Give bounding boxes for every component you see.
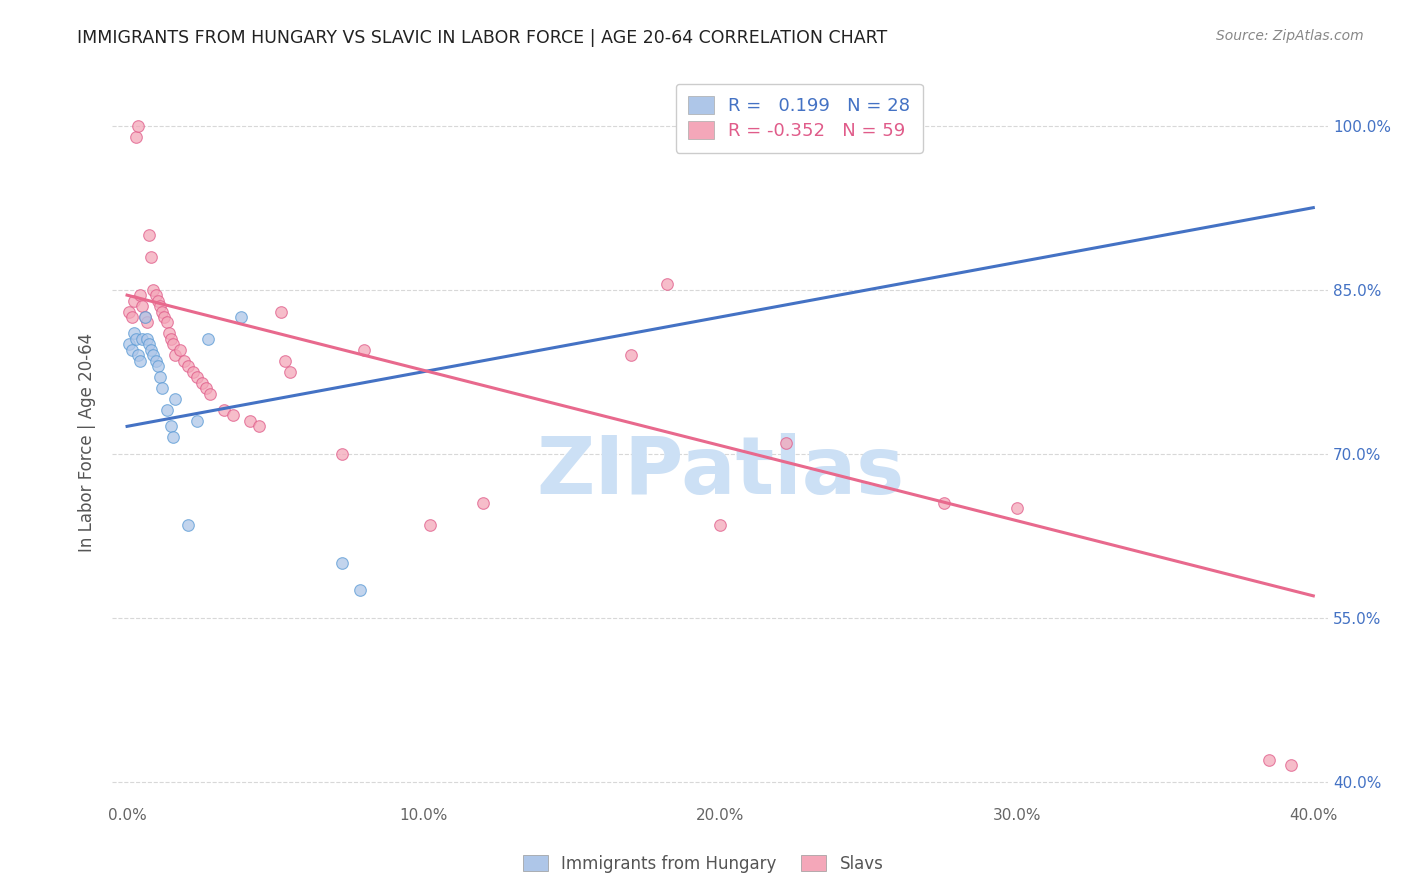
Point <box>620 348 643 362</box>
Point <box>709 517 731 532</box>
Point <box>134 310 156 324</box>
Point <box>139 343 162 357</box>
Point <box>349 583 371 598</box>
Point <box>177 517 200 532</box>
Point <box>121 343 143 357</box>
Point <box>125 332 148 346</box>
Point <box>162 430 184 444</box>
Point <box>146 293 169 308</box>
Point <box>332 556 354 570</box>
Point <box>1258 753 1281 767</box>
Point <box>934 496 956 510</box>
Point <box>131 299 153 313</box>
Point <box>129 288 152 302</box>
Point <box>131 332 153 346</box>
Point <box>165 392 187 406</box>
Legend: R =   0.199   N = 28, R = -0.352   N = 59: R = 0.199 N = 28, R = -0.352 N = 59 <box>676 84 922 153</box>
Point <box>121 310 143 324</box>
Point <box>118 304 141 318</box>
Point <box>657 277 679 292</box>
Point <box>186 370 208 384</box>
Text: ZIPatlas: ZIPatlas <box>536 433 904 510</box>
Point <box>181 365 204 379</box>
Point <box>162 337 184 351</box>
Point <box>150 381 173 395</box>
Point <box>353 343 375 357</box>
Point <box>197 332 219 346</box>
Point <box>142 348 165 362</box>
Point <box>419 517 441 532</box>
Point <box>278 365 301 379</box>
Point <box>122 326 145 341</box>
Point <box>177 359 200 374</box>
Point <box>231 310 253 324</box>
Point <box>127 348 149 362</box>
Point <box>155 403 177 417</box>
Point <box>134 310 156 324</box>
Point <box>150 304 173 318</box>
Point <box>173 353 195 368</box>
Point <box>169 343 191 357</box>
Point <box>191 376 214 390</box>
Point <box>146 359 169 374</box>
Point <box>1005 501 1028 516</box>
Point <box>136 332 159 346</box>
Point <box>127 119 149 133</box>
Legend: Immigrants from Hungary, Slavs: Immigrants from Hungary, Slavs <box>516 848 890 880</box>
Point <box>129 353 152 368</box>
Point <box>212 403 235 417</box>
Point <box>160 419 183 434</box>
Point <box>471 496 494 510</box>
Point <box>221 409 243 423</box>
Point <box>247 419 270 434</box>
Point <box>118 337 141 351</box>
Point <box>149 370 172 384</box>
Point <box>125 129 148 144</box>
Point <box>165 348 187 362</box>
Point <box>155 316 177 330</box>
Point <box>332 447 354 461</box>
Point <box>138 227 160 242</box>
Point <box>239 414 262 428</box>
Point <box>195 381 218 395</box>
Point <box>142 283 165 297</box>
Point <box>200 386 222 401</box>
Point <box>153 310 176 324</box>
Point <box>122 293 145 308</box>
Point <box>145 288 167 302</box>
Point <box>145 353 167 368</box>
Point <box>775 435 797 450</box>
Point <box>157 326 180 341</box>
Text: Source: ZipAtlas.com: Source: ZipAtlas.com <box>1216 29 1364 43</box>
Point <box>1279 758 1302 772</box>
Point <box>149 299 172 313</box>
Point <box>138 337 160 351</box>
Point <box>270 304 292 318</box>
Point <box>136 316 159 330</box>
Point <box>186 414 208 428</box>
Point <box>818 119 841 133</box>
Point <box>274 353 297 368</box>
Text: IMMIGRANTS FROM HUNGARY VS SLAVIC IN LABOR FORCE | AGE 20-64 CORRELATION CHART: IMMIGRANTS FROM HUNGARY VS SLAVIC IN LAB… <box>77 29 887 46</box>
Y-axis label: In Labor Force | Age 20-64: In Labor Force | Age 20-64 <box>79 334 96 552</box>
Point <box>160 332 183 346</box>
Point <box>139 250 162 264</box>
